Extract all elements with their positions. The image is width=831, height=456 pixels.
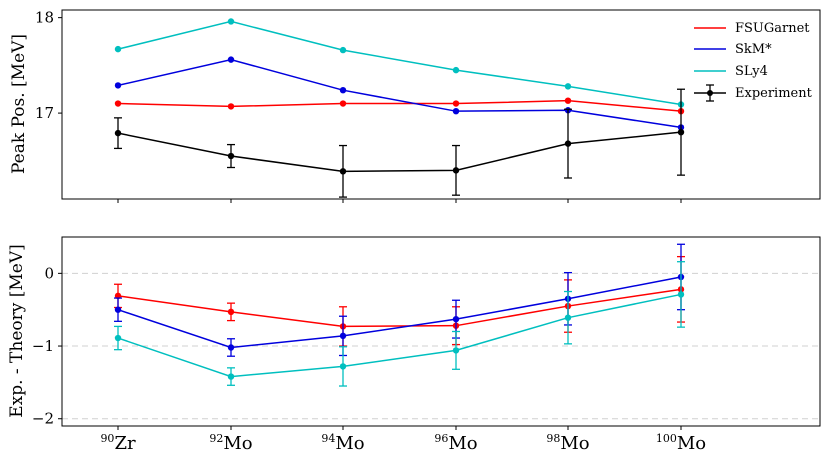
fsugarnet-line xyxy=(117,99,682,112)
legend-entry-experiment: Experiment xyxy=(694,84,813,102)
sly4-point xyxy=(339,363,347,370)
experiment-point xyxy=(677,128,685,136)
legend: FSUGarnet SkM* SLy4 Experiment xyxy=(694,21,813,102)
fsugarnet-point xyxy=(114,100,122,107)
experiment-point xyxy=(339,168,347,175)
fsugarnet-point xyxy=(227,308,235,316)
sly4-point xyxy=(452,66,460,74)
top-series-skm xyxy=(114,56,685,131)
bottom-y-tick-label: 0 xyxy=(44,264,54,282)
x-tick-element: Mo xyxy=(448,433,477,454)
skm-point xyxy=(339,86,347,94)
top-series-experiment xyxy=(114,88,685,198)
sly4-point xyxy=(564,83,572,90)
x-tick-label: 98Mo xyxy=(546,432,589,454)
skm-line xyxy=(117,58,682,129)
experiment-point xyxy=(564,140,572,147)
x-tick-label: 94Mo xyxy=(321,432,364,454)
x-tick-element: Zr xyxy=(114,433,136,454)
bottom-series-skm xyxy=(114,243,685,357)
legend-marker-experiment xyxy=(707,90,713,96)
bottom-panel: 0−1−2 90Zr 92Mo 94Mo 96Mo 98Mo 100Mo Exp. - T… xyxy=(7,236,821,454)
experiment-point xyxy=(452,167,460,174)
legend-label-fsugarnet: FSUGarnet xyxy=(735,21,810,36)
x-tick-element: Mo xyxy=(223,433,252,454)
sly4-line xyxy=(117,20,682,106)
bottom-series-sly4 xyxy=(114,261,685,387)
fsugarnet-point xyxy=(339,100,347,107)
x-tick-mass-number: 98 xyxy=(546,432,560,445)
top-series-sly4 xyxy=(114,18,685,108)
x-tick-element: Mo xyxy=(677,433,706,454)
x-tick-label: 96Mo xyxy=(434,432,477,454)
top-y-tick-label: 17 xyxy=(35,104,54,122)
x-tick-element: Mo xyxy=(560,433,589,454)
top-series xyxy=(114,18,685,198)
sly4-line xyxy=(117,293,682,378)
x-tick-mass-number: 94 xyxy=(321,432,335,445)
x-tick-element: Mo xyxy=(335,433,364,454)
sly4-point xyxy=(227,18,235,25)
skm-point xyxy=(114,306,122,313)
experiment-point xyxy=(114,129,122,137)
x-tick-mass-number: 90 xyxy=(100,432,114,445)
fsugarnet-line xyxy=(117,288,682,328)
x-tick-label: 92Mo xyxy=(209,432,252,454)
legend-label-experiment: Experiment xyxy=(735,86,813,101)
legend-label-sly4: SLy4 xyxy=(735,64,768,79)
bottom-series-fsugarnet xyxy=(114,255,685,347)
skm-point xyxy=(227,56,235,63)
skm-point xyxy=(114,82,122,89)
experiment-line xyxy=(117,131,682,173)
sly4-point xyxy=(114,45,122,53)
bottom-x-ticks: 90Zr 92Mo 94Mo 96Mo 98Mo 100Mo xyxy=(100,426,706,454)
legend-label-skm: SkM* xyxy=(735,42,772,57)
fsugarnet-point xyxy=(452,100,460,107)
bottom-y-ticks: 0 −1 −2 xyxy=(32,264,62,428)
sly4-point xyxy=(114,334,122,342)
fsugarnet-point xyxy=(564,97,572,104)
sly4-point xyxy=(677,291,685,298)
top-y-axis-label: Peak Pos. [MeV] xyxy=(9,34,29,174)
top-x-ticks xyxy=(117,199,682,203)
bottom-y-tick-label: −1 xyxy=(32,337,54,355)
bottom-y-tick-label: −2 xyxy=(32,410,54,428)
legend-entry-sly4: SLy4 xyxy=(694,64,768,79)
sly4-point xyxy=(564,314,572,321)
skm-point xyxy=(339,332,347,340)
x-tick-mass-number: 100 xyxy=(656,432,677,445)
skm-line xyxy=(117,276,682,349)
bottom-series xyxy=(114,243,685,387)
bottom-y-axis-label: Exp. - Theory [MeV] xyxy=(7,244,27,418)
x-tick-label: 90Zr xyxy=(100,432,136,454)
top-series-fsugarnet xyxy=(114,97,685,115)
x-tick-label: 100Mo xyxy=(656,432,706,454)
top-y-tick-label: 18 xyxy=(35,9,54,27)
fsugarnet-point xyxy=(227,103,235,110)
skm-point xyxy=(452,315,460,323)
sly4-point xyxy=(452,347,460,354)
x-tick-mass-number: 96 xyxy=(434,432,448,445)
x-tick-mass-number: 92 xyxy=(209,432,223,445)
experiment-point xyxy=(227,152,235,160)
sly4-point xyxy=(227,373,235,380)
skm-point xyxy=(452,107,460,115)
bottom-plot-frame xyxy=(61,236,821,427)
sly4-point xyxy=(339,46,347,54)
top-plot-frame xyxy=(61,9,821,200)
legend-entry-fsugarnet: FSUGarnet xyxy=(694,21,810,36)
skm-point xyxy=(227,344,235,351)
bottom-grid xyxy=(62,272,820,420)
legend-entry-skm: SkM* xyxy=(694,42,772,57)
